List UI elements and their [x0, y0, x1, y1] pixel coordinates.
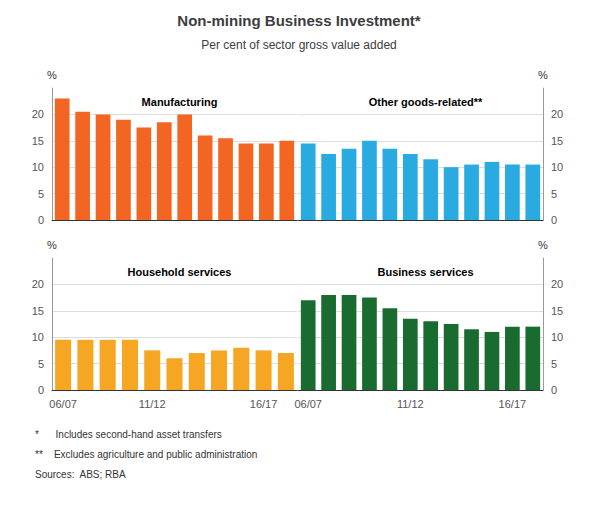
svg-text:10: 10	[32, 331, 44, 343]
svg-text:10: 10	[551, 331, 563, 343]
svg-text:%: %	[47, 69, 57, 81]
svg-text:5: 5	[551, 358, 557, 370]
svg-text:15: 15	[551, 305, 563, 317]
svg-text:06/07: 06/07	[49, 398, 77, 410]
svg-text:** Excludes agriculture and: ** Excludes agriculture and public admin…	[35, 449, 257, 460]
svg-text:16/17: 16/17	[499, 398, 527, 410]
svg-text:Manufacturing: Manufacturing	[142, 96, 218, 108]
svg-text:20: 20	[32, 108, 44, 120]
svg-text:20: 20	[551, 278, 563, 290]
svg-text:Business services: Business services	[377, 266, 473, 278]
svg-text:11/12: 11/12	[397, 398, 424, 410]
svg-text:06/07: 06/07	[294, 398, 322, 410]
svg-text:0: 0	[38, 384, 44, 396]
svg-text:11/12: 11/12	[139, 398, 166, 410]
svg-text:* Includes second-hand as: * Includes second-hand asset transfers	[35, 429, 222, 440]
svg-text:10: 10	[32, 161, 44, 173]
svg-text:15: 15	[551, 135, 563, 147]
svg-text:15: 15	[32, 305, 44, 317]
svg-text:Sources: ABS; RBA: Sources: ABS; RBA	[35, 469, 126, 480]
svg-text:0: 0	[551, 214, 557, 226]
svg-text:0: 0	[551, 384, 557, 396]
svg-text:10: 10	[551, 161, 563, 173]
svg-text:Household services: Household services	[128, 266, 232, 278]
svg-text:%: %	[538, 239, 548, 251]
svg-text:5: 5	[551, 188, 557, 200]
svg-text:5: 5	[38, 188, 44, 200]
svg-text:20: 20	[551, 108, 563, 120]
svg-text:5: 5	[38, 358, 44, 370]
svg-text:15: 15	[32, 135, 44, 147]
svg-text:%: %	[47, 239, 57, 251]
svg-text:20: 20	[32, 278, 44, 290]
svg-text:16/17: 16/17	[250, 398, 278, 410]
svg-text:Per cent of sector gross value: Per cent of sector gross value added	[201, 38, 396, 52]
svg-text:0: 0	[38, 214, 44, 226]
svg-text:%: %	[538, 69, 548, 81]
svg-text:Other goods-related**: Other goods-related**	[369, 96, 483, 108]
svg-text:Non-mining Business Investment: Non-mining Business Investment*	[177, 12, 421, 29]
